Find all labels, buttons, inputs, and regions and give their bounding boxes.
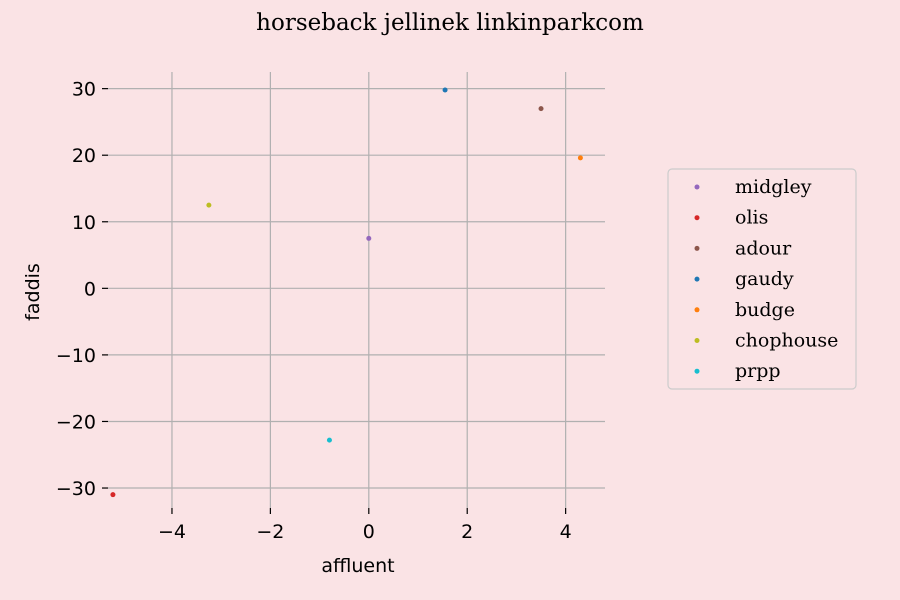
legend-box bbox=[667, 168, 857, 390]
legend-label-prpp: prpp bbox=[735, 360, 781, 382]
x-tick-label: −4 bbox=[158, 521, 186, 543]
legend-marker-prpp bbox=[694, 368, 700, 374]
y-tick-label: 10 bbox=[72, 212, 96, 234]
legend-marker-midgley bbox=[694, 184, 700, 190]
legend-label-olis: olis bbox=[735, 207, 768, 229]
x-tick-label: 0 bbox=[363, 521, 375, 543]
y-tick-label: −20 bbox=[56, 411, 96, 433]
data-point-adour bbox=[538, 106, 544, 112]
legend: midgley olis adour gaudy budge chophouse prpp bbox=[667, 168, 857, 390]
x-tick-label: −2 bbox=[256, 521, 284, 543]
legend-label-midgley: midgley bbox=[735, 176, 812, 198]
data-point-chophouse bbox=[206, 202, 212, 208]
legend-marker-olis bbox=[694, 215, 700, 221]
legend-marker-budge bbox=[694, 307, 700, 313]
y-tick-label: 0 bbox=[84, 278, 96, 300]
chart-title: horseback jellinek linkinparkcom bbox=[256, 10, 644, 36]
x-tick-label: 2 bbox=[461, 521, 473, 543]
legend-label-adour: adour bbox=[735, 237, 792, 259]
data-point-midgley bbox=[366, 235, 372, 241]
y-tick-label: −10 bbox=[56, 345, 96, 367]
y-tick-label: 20 bbox=[72, 145, 96, 167]
legend-label-chophouse: chophouse bbox=[735, 330, 838, 352]
data-point-gaudy bbox=[442, 87, 448, 93]
legend-marker-adour bbox=[694, 245, 700, 251]
data-point-budge bbox=[577, 155, 583, 161]
x-axis-label: affluent bbox=[321, 555, 394, 577]
legend-marker-gaudy bbox=[694, 276, 700, 282]
legend-marker-chophouse bbox=[694, 338, 700, 343]
legend-label-gaudy: gaudy bbox=[735, 268, 794, 290]
legend-label-budge: budge bbox=[735, 299, 795, 321]
data-point-prpp bbox=[326, 437, 332, 443]
x-tick-label: 4 bbox=[560, 521, 572, 543]
data-points bbox=[110, 87, 583, 498]
y-tick-label: 30 bbox=[72, 79, 96, 101]
y-axis-label: faddis bbox=[22, 263, 44, 321]
data-point-olis bbox=[110, 492, 116, 498]
grid-lines bbox=[108, 72, 605, 508]
y-tick-label: −30 bbox=[56, 478, 96, 500]
